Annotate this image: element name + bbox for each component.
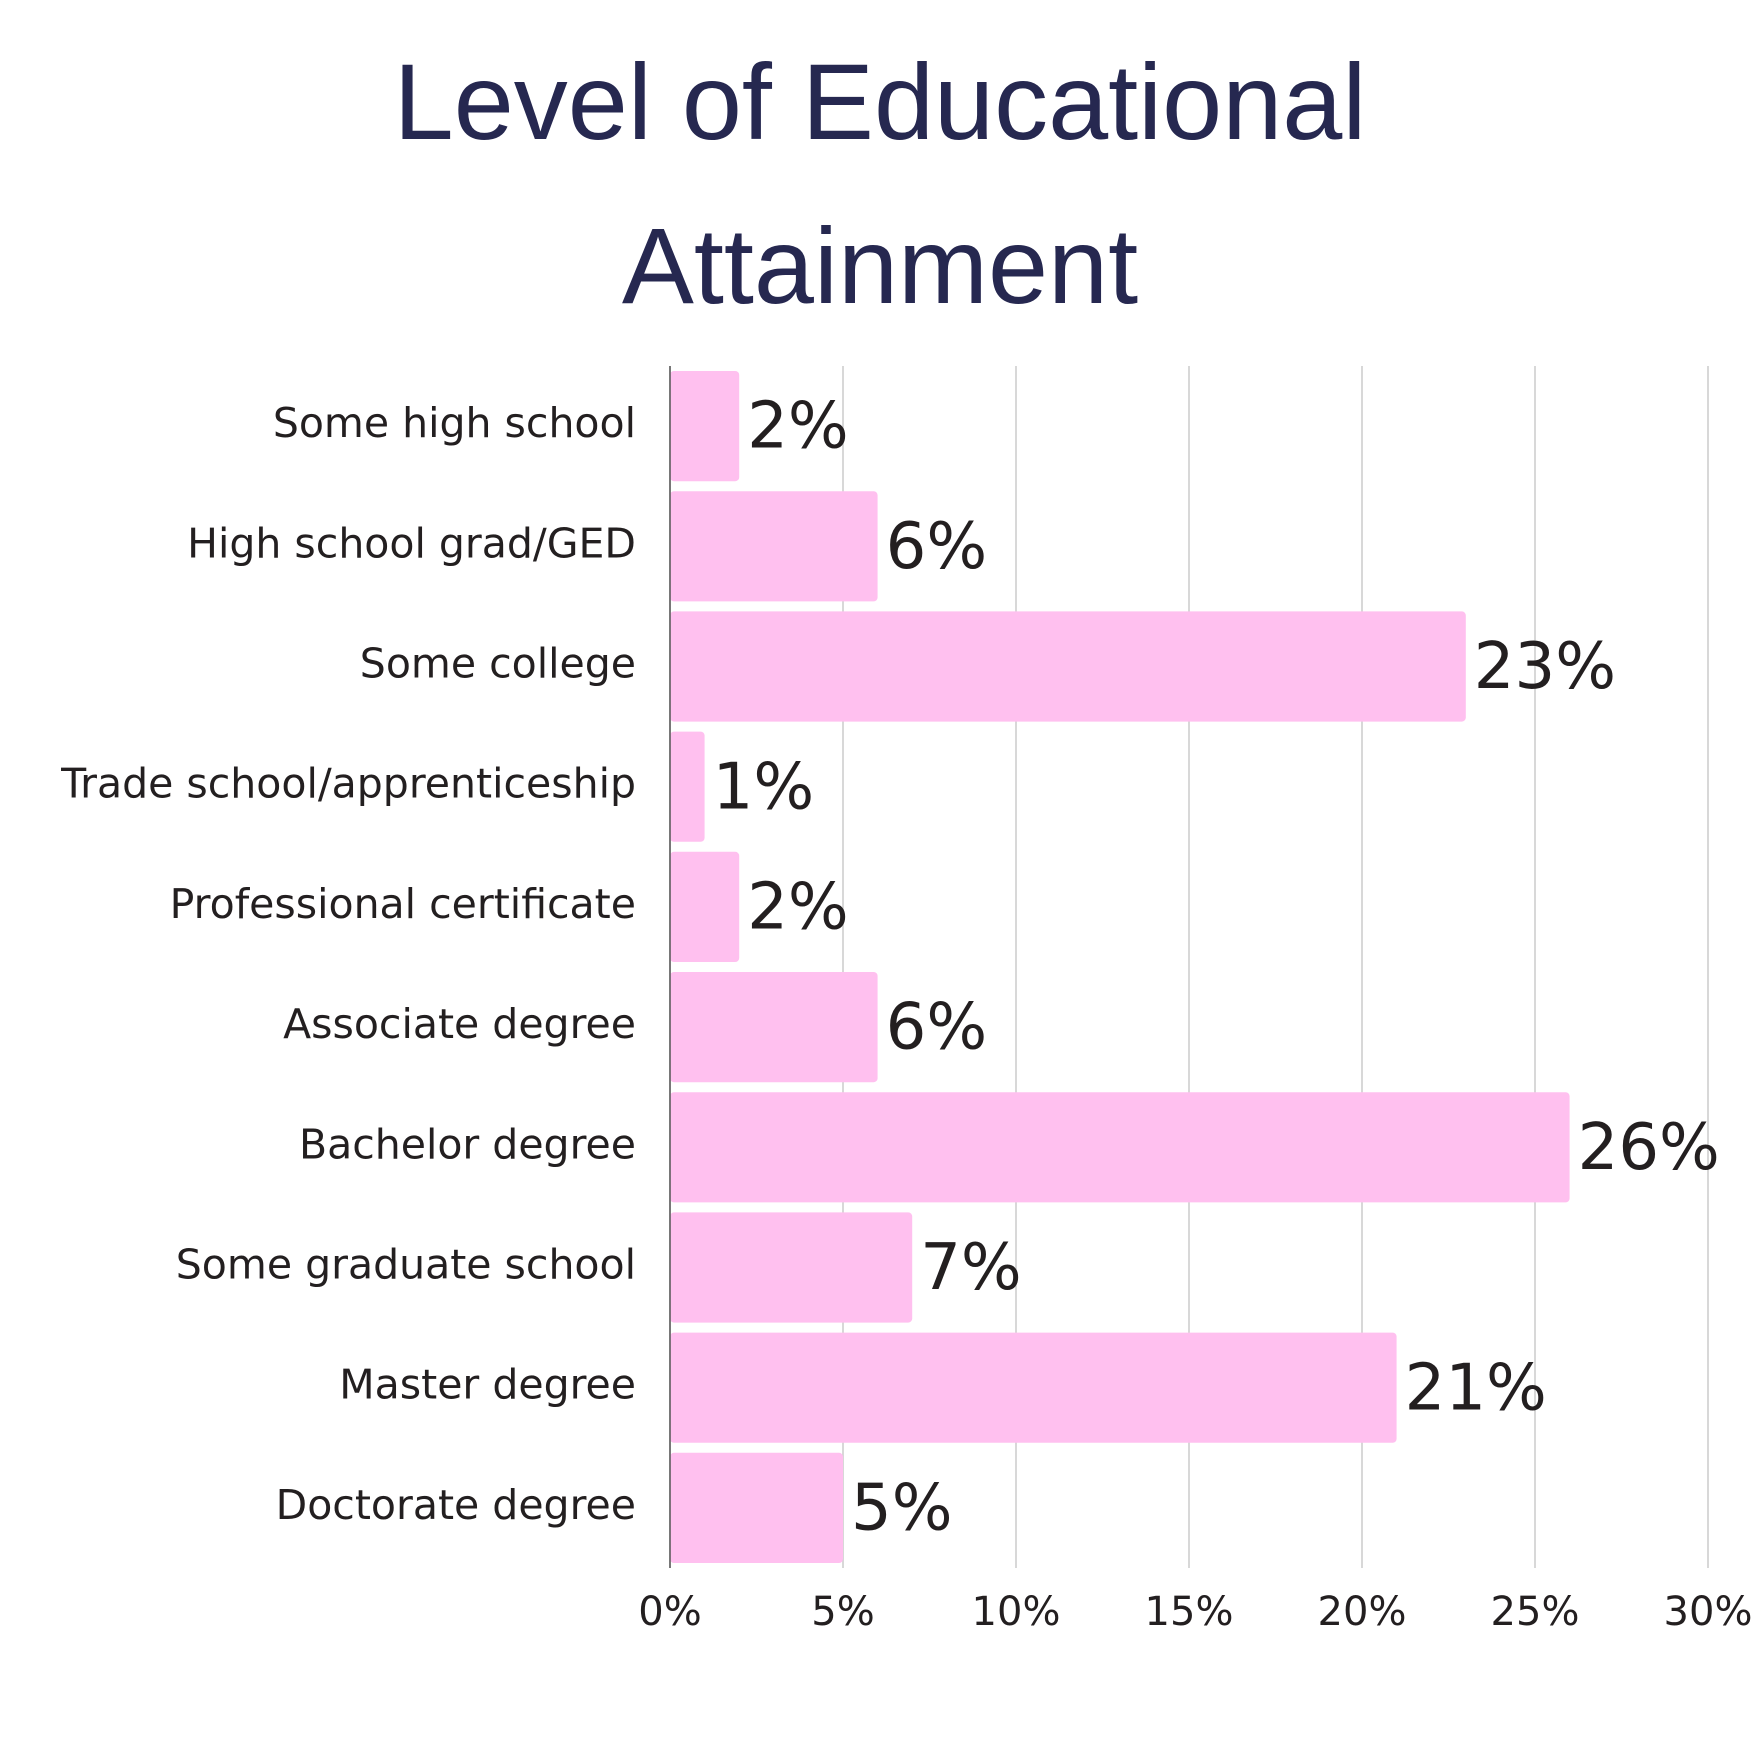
y-tick-label: Professional certificate: [170, 880, 636, 928]
bar: [670, 1092, 1570, 1203]
value-label: 6%: [886, 510, 988, 584]
y-tick-label: Some college: [360, 640, 636, 688]
value-label: 1%: [713, 750, 815, 824]
value-label: 6%: [886, 991, 988, 1065]
x-tick-label: 0%: [638, 1589, 701, 1635]
y-tick-label: Doctorate degree: [276, 1481, 636, 1529]
x-tick-label: 25%: [1491, 1589, 1580, 1635]
value-label: 21%: [1405, 1351, 1547, 1425]
x-tick-label: 20%: [1318, 1589, 1407, 1635]
y-tick-label: Bachelor degree: [299, 1120, 636, 1168]
y-tick-label: Master degree: [339, 1361, 636, 1409]
value-label: 7%: [920, 1231, 1022, 1305]
bar: [670, 611, 1466, 722]
bar: [670, 491, 878, 602]
x-tick-label: 5%: [811, 1589, 874, 1635]
value-label: 26%: [1578, 1111, 1720, 1185]
y-tick-label: High school grad/GED: [187, 519, 636, 567]
y-tick-label: Associate degree: [283, 1000, 636, 1048]
y-tick-label: Some high school: [273, 399, 636, 447]
value-label: 5%: [851, 1471, 953, 1545]
y-tick-label: Some graduate school: [176, 1241, 636, 1289]
y-tick-label: Trade school/apprenticeship: [60, 760, 636, 808]
bar: [670, 1332, 1397, 1443]
bar: [670, 371, 740, 482]
x-tick-label: 10%: [972, 1589, 1061, 1635]
value-label: 2%: [747, 390, 849, 464]
bar: [670, 972, 878, 1083]
bar: [670, 1212, 913, 1323]
x-tick-label: 30%: [1664, 1589, 1753, 1635]
chart-title: Level of Educational Attainment: [393, 41, 1367, 326]
bar: [670, 851, 740, 962]
value-label: 23%: [1474, 630, 1616, 704]
x-tick-label: 15%: [1145, 1589, 1234, 1635]
value-label: 2%: [747, 870, 849, 944]
bar: [670, 731, 705, 842]
bar: [670, 1452, 843, 1563]
